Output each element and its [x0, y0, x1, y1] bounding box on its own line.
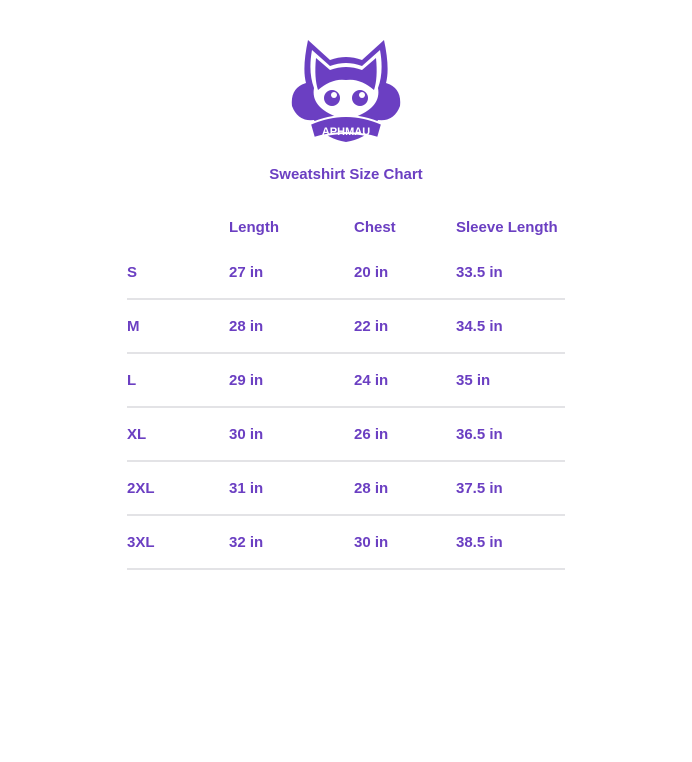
cell-sleeve-length: 37.5 in [456, 461, 565, 516]
cell-chest: 22 in [354, 299, 456, 354]
cell-chest: 30 in [354, 515, 456, 570]
table-row: 2XL 31 in 28 in 37.5 in [127, 461, 565, 516]
cell-size: L [127, 353, 229, 408]
cell-length: 30 in [229, 407, 354, 462]
cell-size: S [127, 246, 229, 300]
cell-size: XL [127, 407, 229, 462]
table-row: XL 30 in 26 in 36.5 in [127, 407, 565, 462]
header-row: Length Chest Sleeve Length [127, 208, 565, 246]
cell-length: 29 in [229, 353, 354, 408]
cell-chest: 26 in [354, 407, 456, 462]
cell-sleeve-length: 34.5 in [456, 299, 565, 354]
header-sleeve-length: Sleeve Length [456, 218, 558, 236]
cell-sleeve-length: 36.5 in [456, 407, 565, 462]
header-length: Length [229, 218, 279, 236]
table-row: L 29 in 24 in 35 in [127, 353, 565, 408]
header-chest: Chest [354, 218, 396, 236]
table-row: 3XL 32 in 30 in 38.5 in [127, 515, 565, 570]
cell-length: 32 in [229, 515, 354, 570]
cell-size: M [127, 299, 229, 354]
cell-length: 27 in [229, 246, 354, 300]
cell-chest: 28 in [354, 461, 456, 516]
table-row: S 27 in 20 in 33.5 in [127, 246, 565, 300]
page-title: Sweatshirt Size Chart [269, 166, 423, 183]
cell-sleeve-length: 38.5 in [456, 515, 565, 570]
size-chart-table: Length Chest Sleeve Length S 27 in 20 in 33… [127, 208, 565, 570]
logo-text: APHMAU [322, 126, 370, 138]
cell-sleeve-length: 33.5 in [456, 246, 565, 300]
cell-length: 31 in [229, 461, 354, 516]
cell-size: 3XL [127, 515, 229, 570]
table-row: M 28 in 22 in 34.5 in [127, 299, 565, 354]
cell-sleeve-length: 35 in [456, 353, 565, 408]
aphmau-logo: APHMAU [291, 40, 401, 142]
cell-chest: 20 in [354, 246, 456, 300]
cell-size: 2XL [127, 461, 229, 516]
header-size [127, 208, 229, 246]
cell-chest: 24 in [354, 353, 456, 408]
cell-length: 28 in [229, 299, 354, 354]
